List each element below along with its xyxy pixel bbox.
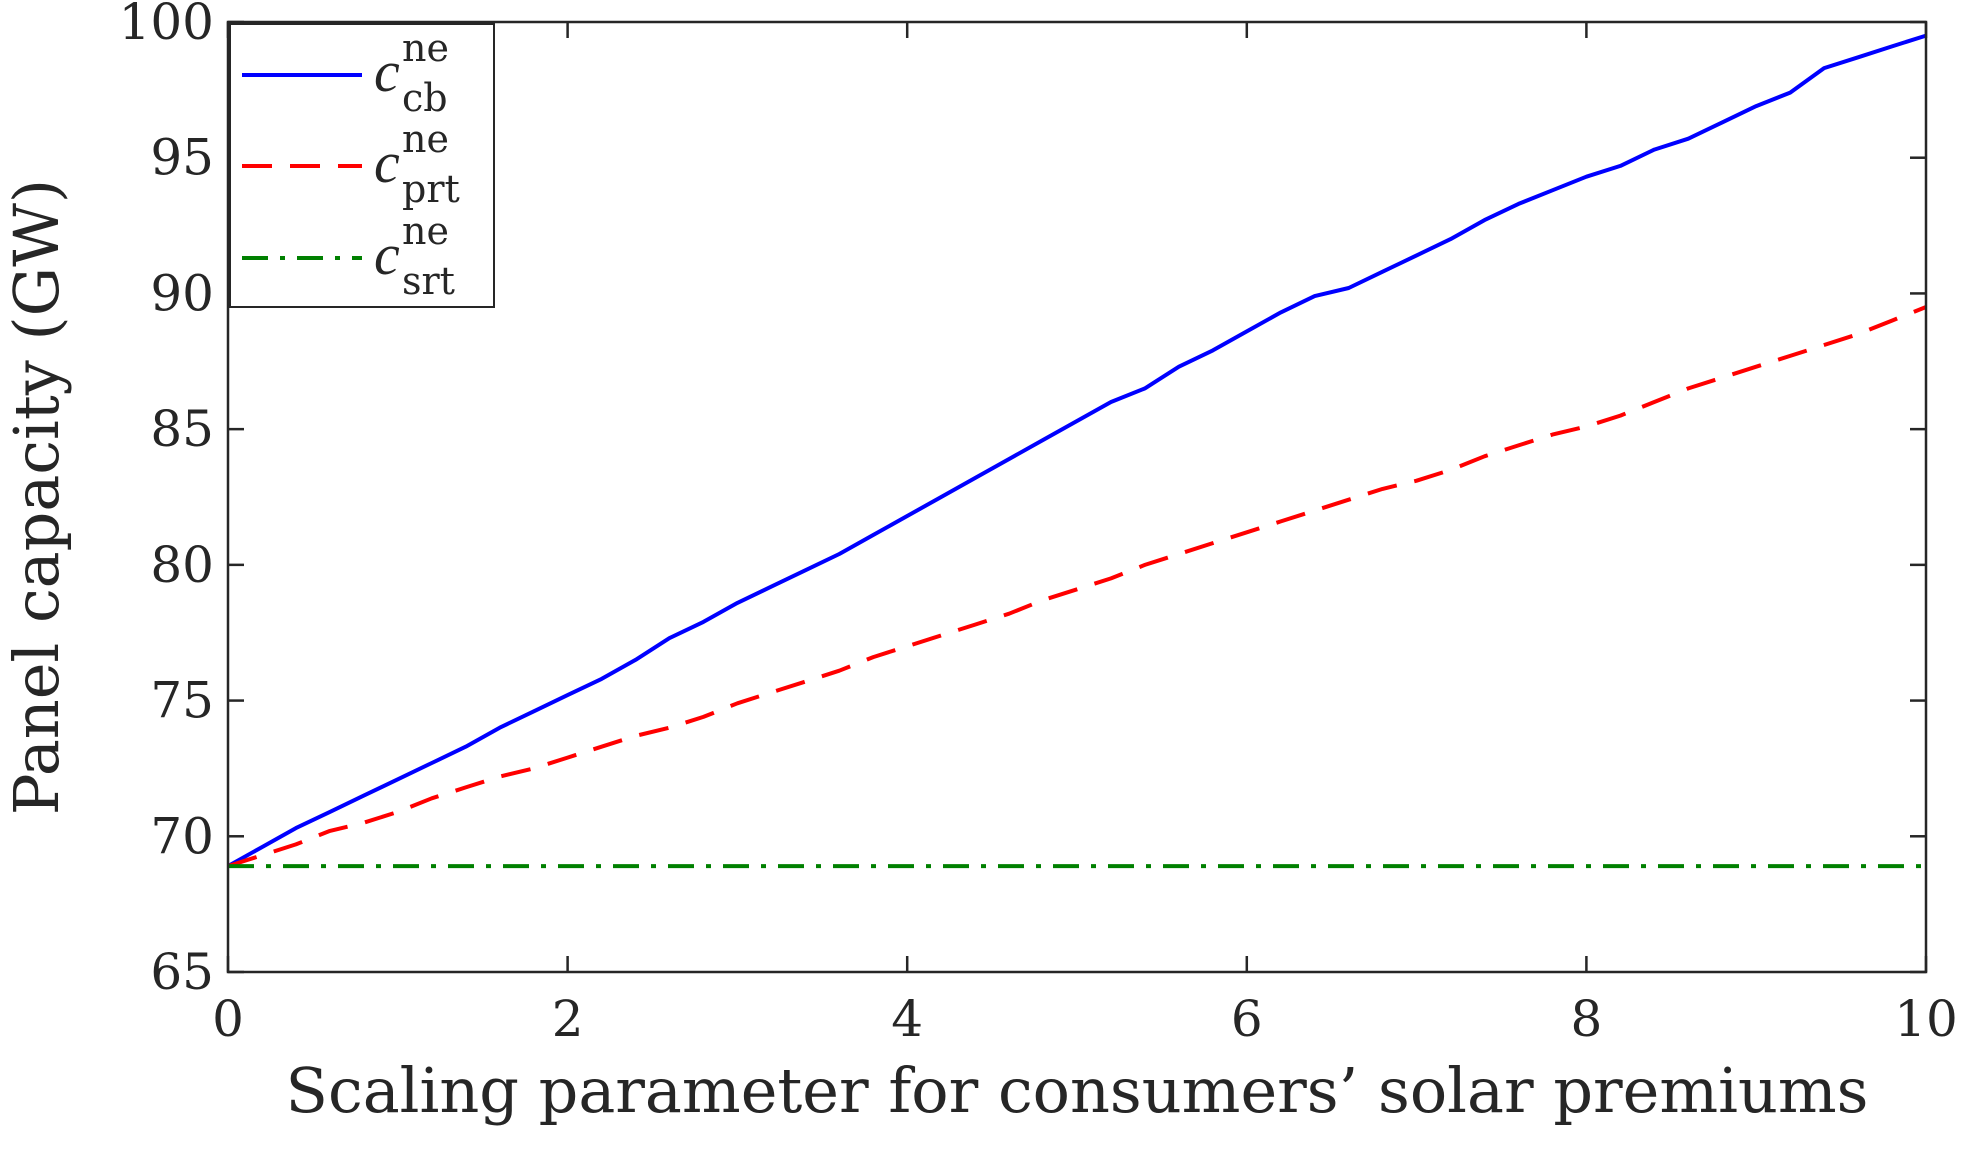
- legend-label-sub: srt: [402, 259, 455, 303]
- y-axis-tick-labels: 65 70 75 80 85 90 95 100: [119, 0, 214, 1001]
- x-axis-title: Scaling parameter for consumers’ solar p…: [286, 1054, 1869, 1127]
- y-axis-title: Panel capacity (GW): [0, 179, 73, 815]
- legend-label-sup: ne: [402, 209, 449, 253]
- series-layer: [227, 33, 1927, 869]
- x-tick-label: 2: [552, 990, 584, 1048]
- x-axis-ticks: [226, 22, 1928, 972]
- y-tick-label: 100: [119, 0, 214, 51]
- y-tick-label: 85: [150, 400, 214, 458]
- legend-label-prt: c: [374, 130, 400, 195]
- y-tick-label: 70: [150, 807, 214, 865]
- x-tick-label: 10: [1894, 990, 1958, 1048]
- x-tick-label: 8: [1570, 990, 1602, 1048]
- plot-frame: [226, 20, 1928, 974]
- y-tick-label: 80: [150, 536, 214, 594]
- series-line-prt: [227, 305, 1927, 869]
- y-tick-label: 90: [150, 264, 214, 322]
- legend-label-sub: prt: [402, 167, 460, 211]
- legend-label-cb: c: [374, 39, 400, 104]
- x-tick-label: 4: [891, 990, 923, 1048]
- x-axis-tick-labels: 0 2 4 6 8 10: [212, 990, 1958, 1048]
- series-line-cb: [227, 33, 1927, 868]
- legend-label-sup: ne: [402, 117, 449, 161]
- y-tick-label: 65: [150, 943, 214, 1001]
- legend-label-sub: cb: [402, 76, 448, 120]
- y-tick-label: 75: [150, 672, 214, 730]
- x-tick-label: 6: [1231, 990, 1263, 1048]
- y-tick-label: 95: [150, 129, 214, 187]
- legend-label-sup: ne: [402, 26, 449, 70]
- legend-label-srt: c: [374, 222, 400, 287]
- x-tick-label: 0: [212, 990, 244, 1048]
